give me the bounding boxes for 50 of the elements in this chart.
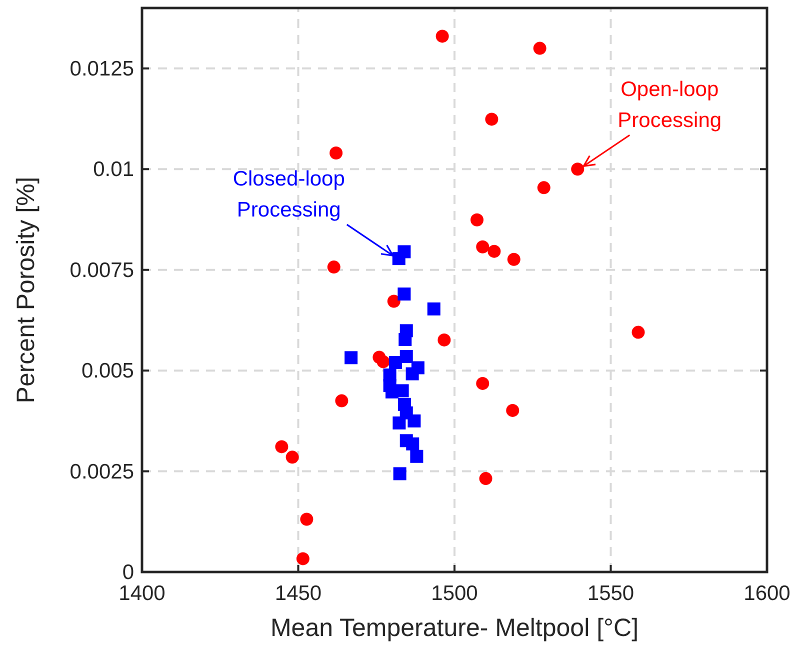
x-tick-label: 1600 [744, 582, 790, 605]
point [392, 252, 406, 266]
point [300, 512, 314, 526]
point [408, 414, 421, 428]
point [488, 244, 501, 258]
point [533, 42, 546, 55]
point [400, 350, 413, 363]
point [438, 333, 451, 346]
point [296, 552, 310, 566]
point [470, 213, 484, 226]
y-tick-label: 0.01 [93, 158, 134, 182]
x-axis-title: Mean Temperature- Meltpool [°C] [270, 614, 639, 642]
point [327, 260, 340, 274]
point [507, 252, 520, 266]
point [506, 404, 520, 417]
point [330, 146, 343, 160]
point [398, 333, 412, 346]
point [436, 30, 449, 43]
point [387, 294, 400, 308]
y-tick-label: 0.0075 [70, 258, 134, 282]
x-tick-label: 1550 [587, 582, 634, 605]
x-tick-label: 1450 [274, 582, 322, 605]
point [537, 181, 550, 194]
y-axis-title: Percent Porosity [%] [12, 176, 40, 404]
point [396, 384, 409, 398]
annotation: Closed-loop Processing [232, 168, 345, 222]
x-tick-label: 1500 [431, 582, 478, 605]
point [344, 351, 358, 364]
y-tick-label: 0.0025 [70, 460, 134, 484]
point [286, 450, 299, 464]
point [398, 288, 411, 301]
point [632, 326, 645, 339]
y-tick-label: 0.0125 [70, 57, 134, 80]
point [476, 376, 490, 390]
point [410, 450, 424, 463]
y-tick-label: 0.005 [81, 360, 134, 383]
point [335, 394, 348, 408]
point [485, 112, 498, 126]
annotation: Open-loop Processing [618, 78, 722, 132]
point [392, 416, 406, 430]
point [376, 355, 390, 368]
point [427, 302, 440, 316]
point [388, 356, 402, 370]
point [275, 440, 288, 454]
point [479, 472, 492, 486]
point [476, 240, 490, 254]
x-tick-label: 1400 [118, 582, 166, 605]
point [393, 467, 406, 480]
y-tick-label: 0 [122, 561, 134, 584]
point [571, 162, 584, 176]
